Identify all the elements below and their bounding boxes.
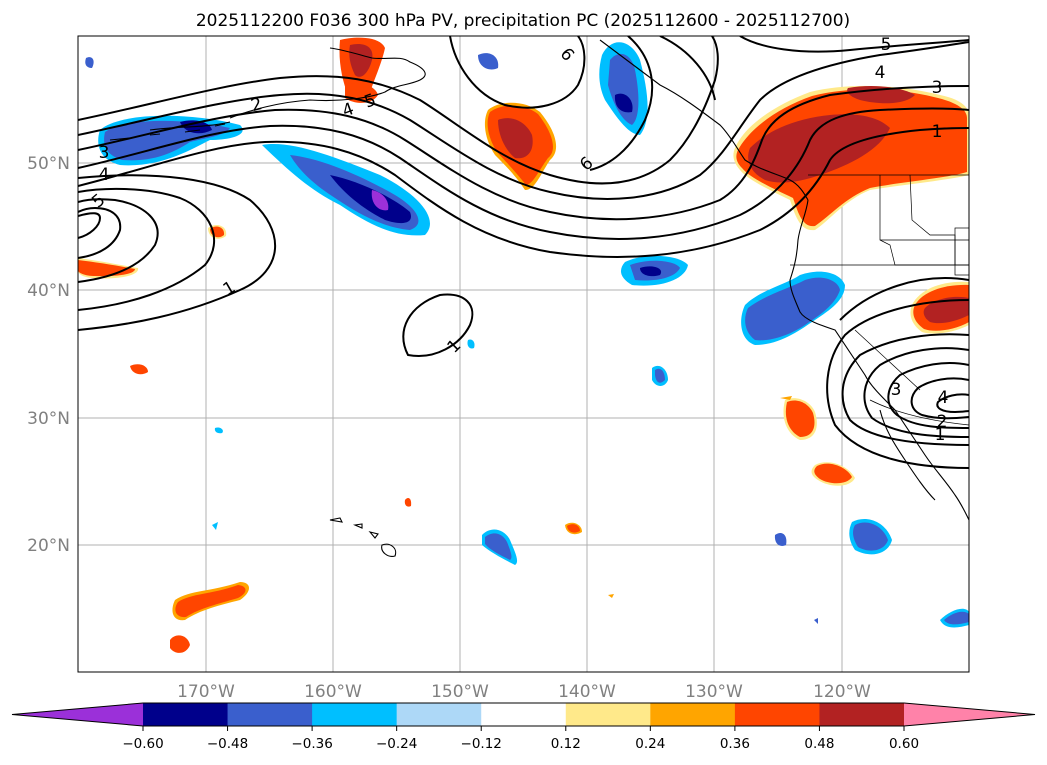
colorbar-segment [396,703,482,726]
contour-label: 1 [932,122,943,142]
lon-label: 130°W [685,682,743,702]
contour-label: 4 [938,388,949,408]
colorbar-segment [143,703,229,726]
colorbar-segment [481,703,567,726]
lon-label: 160°W [304,682,362,702]
lon-label: 150°W [431,682,489,702]
negative-precip-areas [85,42,969,628]
latitude-labels: 50°N 40°N 30°N 20°N [27,154,70,556]
colorbar-segment [819,703,905,726]
contour-label: 3 [891,380,902,400]
colorbar-extend-min [12,703,143,726]
colorbar-tick-label: −0.60 [122,736,163,752]
contour-label: 5 [881,35,892,55]
colorbar-segment [312,703,398,726]
map-frame [77,35,970,673]
colorbar-tick-label: −0.12 [461,736,502,752]
contour-label: 1 [935,425,946,445]
us-west-coast [789,199,969,521]
colorbar-segment [734,703,820,726]
colorbar-extend-max [904,703,1035,726]
contour-1-west [78,174,276,331]
lat-label: 50°N [27,154,70,174]
colorbar-tick-label: −0.24 [376,736,417,752]
colorbar-segment [227,703,313,726]
lon-label: 170°W [177,682,235,702]
colorbar-tick-label: 0.60 [889,736,919,752]
colorbar-segment [565,703,651,726]
colorbar-tick-label: 0.36 [720,736,750,752]
colorbar-segment [650,703,736,726]
colorbar-tick-label: −0.36 [291,736,332,752]
pv-contours [78,36,969,469]
lon-label: 140°W [558,682,616,702]
aleutians [109,123,226,141]
contour-label: 2 [937,412,948,432]
colorbar-tick-label: −0.48 [207,736,248,752]
colorbar: −0.60 −0.48 −0.36 −0.24 −0.12 0.12 0.24 0.36 0.4… [11,702,1036,752]
lat-label: 30°N [27,409,70,429]
lat-label: 40°N [27,281,70,301]
longitude-labels: 170°W 160°W 150°W 140°W 130°W 120°W [177,682,871,702]
contour-label: 3 [99,143,110,163]
contour-label: 2 [249,94,265,116]
colorbar-tick-label: 0.24 [635,736,665,752]
contour-label: 4 [875,63,886,83]
contour-6-mid [589,36,654,171]
colorbar-tick-label: 0.48 [804,736,834,752]
lat-label: 20°N [27,536,70,556]
contour-1-mid [402,293,474,357]
contour-label: 4 [99,165,110,185]
colorbar-tick-label: 0.12 [551,736,581,752]
map-title: 2025112200 F036 300 hPa PV, precipitatio… [196,11,850,31]
hawaii-islands [329,517,397,557]
lon-label: 120°W [813,682,871,702]
contour-label: 3 [932,78,943,98]
alaska-coast [149,47,426,131]
contour-6-n [449,36,586,109]
